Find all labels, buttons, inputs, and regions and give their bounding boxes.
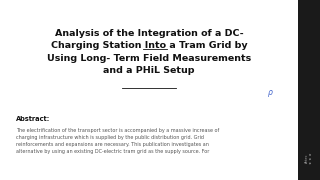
Text: The electrification of the transport sector is accompanied by a massive increase: The electrification of the transport sec… [16, 128, 219, 154]
Bar [298, 0, 320, 180]
Text: Analysis of the Integration of a DC-
Charging Station Into a Tram Grid by
Using : Analysis of the Integration of a DC- Cha… [47, 29, 251, 75]
Text: Abstract:: Abstract: [16, 116, 50, 122]
Text: Artec
★ ★ ★: Artec ★ ★ ★ [305, 153, 313, 164]
Text: ρ: ρ [268, 88, 273, 97]
